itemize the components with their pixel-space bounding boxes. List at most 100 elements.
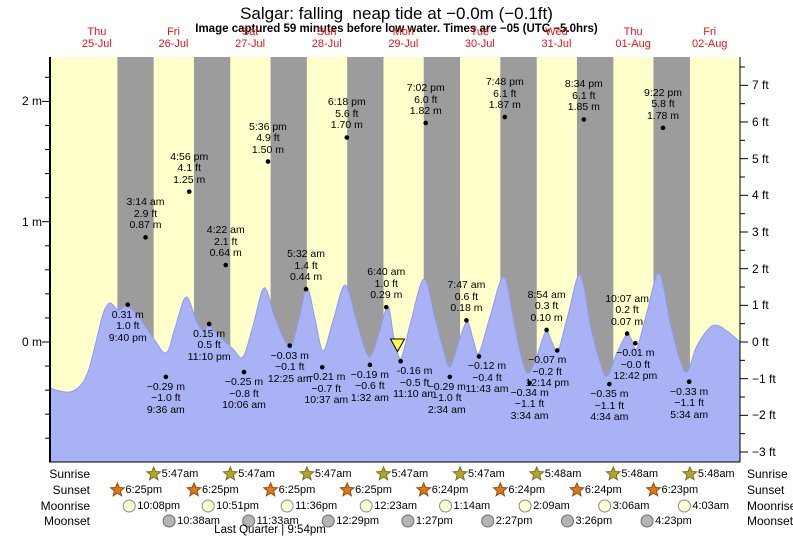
moonset-icon bbox=[401, 514, 415, 528]
astro-time: 5:48am bbox=[697, 468, 735, 480]
right-axis-tick-label: −3 ft bbox=[752, 445, 776, 459]
day-label: Wed 31-Jul bbox=[541, 26, 572, 50]
astro-row-label-left: Sunrise bbox=[49, 467, 90, 481]
tide-event-dot bbox=[660, 125, 666, 131]
right-axis-tick-label: 3 ft bbox=[752, 224, 769, 239]
day-label: Fri 02-Aug bbox=[691, 26, 728, 50]
astro-time: 3:06am bbox=[612, 500, 650, 512]
tide-event-dot bbox=[502, 114, 508, 120]
low-tide-label: −0.34 m −1.1 ft 3:34 am bbox=[510, 386, 549, 422]
left-axis-tick-label: 0 m bbox=[21, 335, 42, 349]
sunrise-icon bbox=[298, 465, 315, 481]
astro-row-label-right: Sunset bbox=[747, 483, 785, 497]
tide-event-dot bbox=[581, 117, 587, 122]
moonrise-icon bbox=[359, 499, 373, 513]
right-axis-tick-label: 4 ft bbox=[752, 188, 769, 203]
tide-event-dot bbox=[223, 262, 229, 268]
moonset-icon bbox=[640, 514, 654, 528]
astro-time: 6:25pm bbox=[201, 484, 239, 496]
astro-time: 6:24pm bbox=[431, 484, 469, 496]
low-tide-label: 0.15 m 0.5 ft 11:10 pm bbox=[187, 327, 231, 363]
tide-curve-area bbox=[49, 272, 741, 463]
moonrise-icon bbox=[280, 499, 294, 513]
low-tide-label: −0.25 m −0.8 ft 10:06 am bbox=[222, 376, 266, 412]
tide-event-dot bbox=[344, 135, 350, 140]
high-tide-label: 6:40 am 1.0 ft 0.29 m bbox=[367, 266, 406, 302]
sunset-icon bbox=[185, 481, 203, 497]
sunrise-icon bbox=[528, 465, 545, 481]
moonset-icon bbox=[321, 514, 335, 528]
right-axis-tick-label: 0 ft bbox=[752, 335, 769, 349]
astro-time: 12:23am bbox=[374, 500, 418, 512]
astro-time: 4:03am bbox=[692, 500, 730, 512]
tide-event-dot bbox=[186, 189, 192, 194]
tide-event-dot bbox=[607, 381, 612, 387]
high-tide-label: 7:48 pm 6.1 ft 1.87 m bbox=[485, 76, 524, 112]
moonset-icon bbox=[242, 514, 256, 528]
tide-event-dot bbox=[163, 374, 169, 380]
moonrise-icon bbox=[201, 499, 215, 513]
tide-event-dot bbox=[287, 343, 293, 348]
astro-time: 10:51pm bbox=[216, 500, 259, 512]
astro-time: 10:38am bbox=[177, 515, 220, 527]
tide-event-dot bbox=[143, 235, 148, 240]
low-tide-label: −0.35 m −1.1 ft 4:34 am bbox=[590, 388, 629, 424]
high-tide-label: 4:56 pm 4.1 ft 1.25 m bbox=[170, 150, 209, 186]
right-axis-tick-label: 2 ft bbox=[752, 261, 769, 276]
day-label: Mon 29-Jul bbox=[388, 26, 419, 50]
sunrise-icon bbox=[145, 465, 162, 481]
moonrise-icon bbox=[439, 499, 453, 513]
tide-event-dot bbox=[265, 159, 271, 164]
right-axis-tick-label: 6 ft bbox=[752, 114, 769, 129]
chart-title: Salgar: falling neap tide at −0.0m (−0.1… bbox=[240, 4, 553, 23]
moonset-icon bbox=[560, 514, 574, 528]
day-label: Fri 26-Jul bbox=[158, 26, 189, 50]
tide-event-dot bbox=[544, 327, 549, 333]
tide-event-dot bbox=[686, 379, 692, 384]
tide-event-dot bbox=[464, 318, 469, 323]
chart-subtitle: Image captured 59 minutes before low wat… bbox=[195, 23, 598, 35]
moonset-icon bbox=[162, 514, 176, 528]
sunrise-icon bbox=[375, 465, 392, 481]
tide-event-dot bbox=[367, 362, 373, 368]
astro-time: 6:25pm bbox=[355, 484, 392, 496]
tide-event-dot bbox=[624, 331, 630, 336]
astro-time: 5:48am bbox=[544, 468, 582, 480]
moon-phase-note: Last Quarter | 9:54pm bbox=[214, 524, 326, 536]
astro-time: 1:27pm bbox=[415, 515, 453, 527]
low-tide-label: −0.01 m −0.0 ft 12:42 pm bbox=[613, 347, 658, 383]
left-axis-tick-label: 1 m bbox=[21, 214, 42, 229]
moonrise-icon bbox=[677, 499, 691, 513]
sunrise-icon bbox=[605, 465, 622, 481]
astro-time: 4:23pm bbox=[655, 515, 692, 527]
tide-event-dot bbox=[633, 340, 638, 346]
right-axis-tick-label: −2 ft bbox=[752, 408, 776, 423]
sunset-icon bbox=[339, 481, 356, 497]
right-axis-tick-label: 7 ft bbox=[752, 78, 769, 93]
high-tide-label: 7:47 am 0.6 ft 0.18 m bbox=[447, 279, 486, 315]
right-axis-tick-label: −1 ft bbox=[752, 371, 776, 386]
high-tide-label: 4:22 am 2.1 ft 0.64 m bbox=[206, 224, 245, 259]
low-tide-label: −0.29 m −1.0 ft 9:36 am bbox=[146, 380, 185, 416]
sunrise-icon bbox=[222, 465, 239, 481]
high-tide-label: 5:32 am 1.4 ft 0.44 m bbox=[287, 248, 326, 284]
astro-time: 11:33am bbox=[256, 515, 299, 527]
astro-time: 11:36pm bbox=[295, 500, 338, 512]
low-tide-label: −0.33 m −1.1 ft 5:34 am bbox=[670, 385, 709, 421]
astro-time: 10:08pm bbox=[137, 500, 181, 512]
astro-row-label-left: Moonrise bbox=[40, 499, 90, 513]
astro-time: 6:25pm bbox=[278, 484, 316, 496]
tide-event-dot bbox=[447, 374, 453, 380]
astro-time: 6:25pm bbox=[125, 484, 163, 496]
sunset-icon bbox=[492, 481, 509, 497]
low-tide-label: −0.19 m −0.6 ft 1:32 am bbox=[350, 368, 389, 404]
moonrise-icon bbox=[598, 499, 612, 513]
astro-time: 6:24pm bbox=[508, 484, 546, 496]
sunrise-icon bbox=[681, 465, 698, 481]
tide-event-dot bbox=[206, 321, 212, 327]
astro-row-label-right: Sunrise bbox=[747, 467, 788, 481]
astro-time: 2:09am bbox=[533, 500, 570, 512]
high-tide-label: 8:34 pm 6.1 ft 1.85 m bbox=[564, 78, 603, 114]
tide-event-dot bbox=[383, 304, 389, 310]
